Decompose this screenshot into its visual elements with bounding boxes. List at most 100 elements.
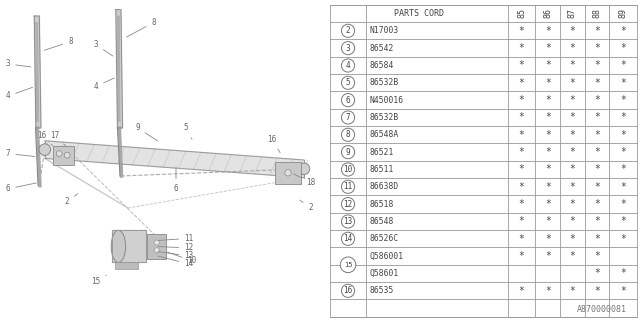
Circle shape (342, 42, 355, 55)
Text: *: * (545, 216, 550, 227)
Text: 6: 6 (346, 96, 350, 105)
Text: *: * (545, 112, 550, 123)
Text: *: * (545, 26, 550, 36)
Circle shape (285, 170, 291, 176)
Text: *: * (570, 147, 575, 157)
Text: 11: 11 (344, 182, 353, 191)
Circle shape (342, 146, 355, 159)
Circle shape (154, 248, 159, 253)
Polygon shape (115, 262, 138, 269)
Circle shape (342, 232, 355, 245)
Text: 86584: 86584 (369, 61, 394, 70)
Text: 86535: 86535 (369, 286, 394, 295)
Text: *: * (620, 216, 626, 227)
Text: *: * (545, 43, 550, 53)
Text: *: * (518, 286, 525, 296)
Text: *: * (570, 251, 575, 261)
Text: 86521: 86521 (369, 148, 394, 156)
Text: 10: 10 (344, 165, 353, 174)
Text: *: * (594, 164, 600, 174)
Text: *: * (594, 95, 600, 105)
Text: *: * (594, 199, 600, 209)
Text: *: * (620, 147, 626, 157)
Polygon shape (53, 146, 74, 165)
Text: 7: 7 (346, 113, 350, 122)
Text: *: * (594, 234, 600, 244)
Text: 2: 2 (346, 26, 350, 35)
Text: 86638D: 86638D (369, 182, 398, 191)
Text: 16: 16 (344, 286, 353, 295)
Text: 85: 85 (517, 8, 526, 19)
Text: *: * (620, 182, 626, 192)
Text: 14: 14 (344, 234, 353, 243)
Text: 12: 12 (158, 244, 193, 252)
Text: 86548A: 86548A (369, 130, 398, 139)
Polygon shape (112, 230, 146, 262)
Text: *: * (545, 130, 550, 140)
Text: 8: 8 (346, 130, 350, 139)
Text: 6: 6 (173, 168, 179, 193)
Text: 2: 2 (300, 200, 313, 212)
Text: *: * (518, 26, 525, 36)
Text: 6: 6 (6, 183, 36, 193)
Text: *: * (570, 26, 575, 36)
Text: *: * (620, 112, 626, 123)
Text: 4: 4 (6, 87, 33, 100)
Circle shape (298, 163, 310, 174)
Text: *: * (518, 95, 525, 105)
Text: A870000081: A870000081 (577, 305, 627, 314)
Text: 8: 8 (44, 37, 73, 50)
Text: *: * (545, 286, 550, 296)
Text: 2: 2 (65, 194, 78, 206)
Text: *: * (545, 234, 550, 244)
Text: 15: 15 (344, 262, 352, 268)
Text: *: * (570, 112, 575, 123)
Text: 18: 18 (294, 174, 315, 187)
Polygon shape (35, 16, 41, 128)
Circle shape (65, 152, 70, 158)
Text: *: * (594, 286, 600, 296)
Text: *: * (545, 147, 550, 157)
Text: *: * (545, 182, 550, 192)
Text: *: * (570, 234, 575, 244)
Text: Q58601: Q58601 (369, 269, 398, 278)
Text: 8: 8 (127, 18, 156, 37)
Text: 13: 13 (344, 217, 353, 226)
Text: *: * (518, 130, 525, 140)
Text: *: * (570, 95, 575, 105)
Text: 3: 3 (93, 40, 113, 56)
Circle shape (56, 151, 62, 156)
Text: *: * (545, 60, 550, 70)
Text: 86548: 86548 (369, 217, 394, 226)
Text: 9: 9 (135, 124, 157, 141)
Text: *: * (620, 78, 626, 88)
Text: 86: 86 (543, 8, 552, 19)
Text: *: * (545, 164, 550, 174)
Text: *: * (545, 95, 550, 105)
Text: *: * (594, 268, 600, 278)
Text: *: * (620, 164, 626, 174)
Text: 89: 89 (618, 8, 627, 19)
Circle shape (340, 257, 356, 273)
Ellipse shape (111, 230, 125, 262)
Circle shape (342, 111, 355, 124)
Text: *: * (518, 78, 525, 88)
Text: 15: 15 (92, 275, 106, 286)
Text: *: * (518, 43, 525, 53)
Text: *: * (518, 199, 525, 209)
Text: *: * (570, 286, 575, 296)
Text: 10: 10 (168, 252, 196, 265)
Text: *: * (518, 60, 525, 70)
Text: 7: 7 (6, 149, 35, 158)
Text: 3: 3 (346, 44, 350, 52)
Text: 86542: 86542 (369, 44, 394, 52)
Circle shape (154, 240, 159, 245)
Circle shape (342, 24, 355, 37)
Text: *: * (518, 182, 525, 192)
Polygon shape (116, 10, 123, 128)
Text: *: * (594, 182, 600, 192)
Text: *: * (570, 216, 575, 227)
Text: *: * (620, 60, 626, 70)
Text: *: * (620, 43, 626, 53)
Text: 86526C: 86526C (369, 234, 398, 243)
